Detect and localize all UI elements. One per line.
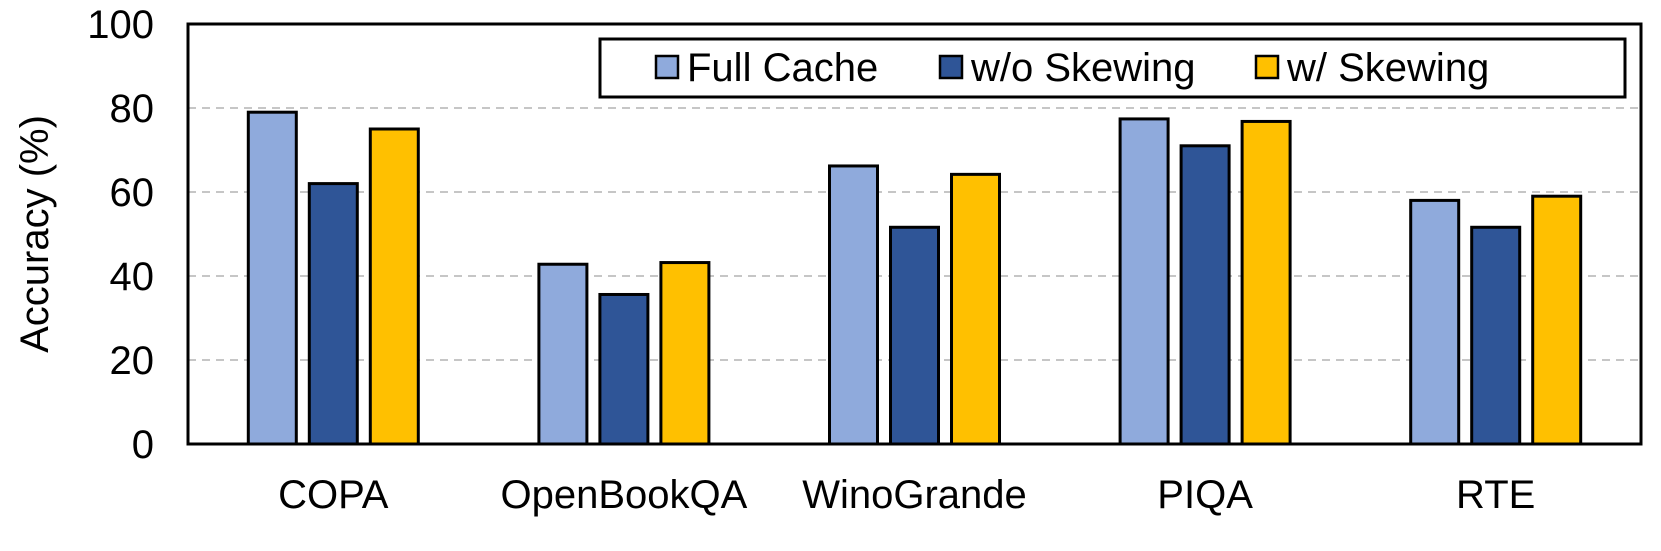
legend-label-w-skewing: w/ Skewing	[1286, 46, 1489, 90]
y-tick-label: 80	[110, 87, 155, 131]
y-tick-label: 100	[87, 3, 154, 47]
legend-swatch-full-cache	[654, 54, 680, 80]
y-tick-label: 60	[110, 171, 155, 215]
y-axis-label: Accuracy (%)	[13, 115, 57, 353]
bar-rte-w-o-skewing	[1470, 225, 1522, 446]
gridlines	[188, 107, 1641, 361]
bar-copa-w-o-skewing	[307, 182, 359, 446]
legend-label-full-cache: Full Cache	[687, 46, 878, 90]
y-tick-label: 0	[132, 423, 154, 467]
y-tick-label: 20	[110, 339, 155, 383]
bar-rte-w-skewing	[1531, 194, 1583, 446]
bar-piqa-full-cache	[1118, 117, 1170, 446]
plot-area-frame	[186, 22, 1643, 446]
x-axis-ticks: COPA OpenBookQA WinoGrande PIQA RTE	[278, 473, 1535, 517]
bar-openbookqa-w-skewing	[659, 261, 711, 446]
y-tick-label: 40	[110, 255, 155, 299]
bar-rte-full-cache	[1409, 198, 1461, 446]
bar-openbookqa-full-cache	[537, 262, 589, 446]
bar-winogrande-w-skewing	[950, 172, 1001, 446]
bar-winogrande-full-cache	[828, 164, 879, 446]
legend-swatch-w-skewing	[1254, 54, 1280, 80]
y-axis-ticks: 0 20 40 60 80 100	[87, 3, 154, 467]
legend: Full Cache w/o Skewing w/ Skewing	[598, 37, 1627, 99]
bar-openbookqa-w-o-skewing	[598, 292, 650, 446]
x-tick-label: PIQA	[1157, 473, 1253, 517]
bar-piqa-w-skewing	[1240, 119, 1292, 446]
bar-winogrande-w-o-skewing	[889, 225, 940, 446]
bars	[246, 110, 1583, 446]
x-tick-label: WinoGrande	[802, 473, 1027, 517]
bar-piqa-w-o-skewing	[1179, 144, 1231, 446]
x-tick-label: RTE	[1456, 473, 1535, 517]
x-tick-label: COPA	[278, 473, 389, 517]
x-tick-label: OpenBookQA	[500, 473, 747, 517]
bar-copa-w-skewing	[368, 127, 420, 446]
legend-swatch-w-o-skewing	[938, 54, 964, 80]
bar-copa-full-cache	[246, 110, 298, 446]
legend-label-w-o-skewing: w/o Skewing	[970, 46, 1196, 90]
legend-frame	[598, 37, 1627, 99]
